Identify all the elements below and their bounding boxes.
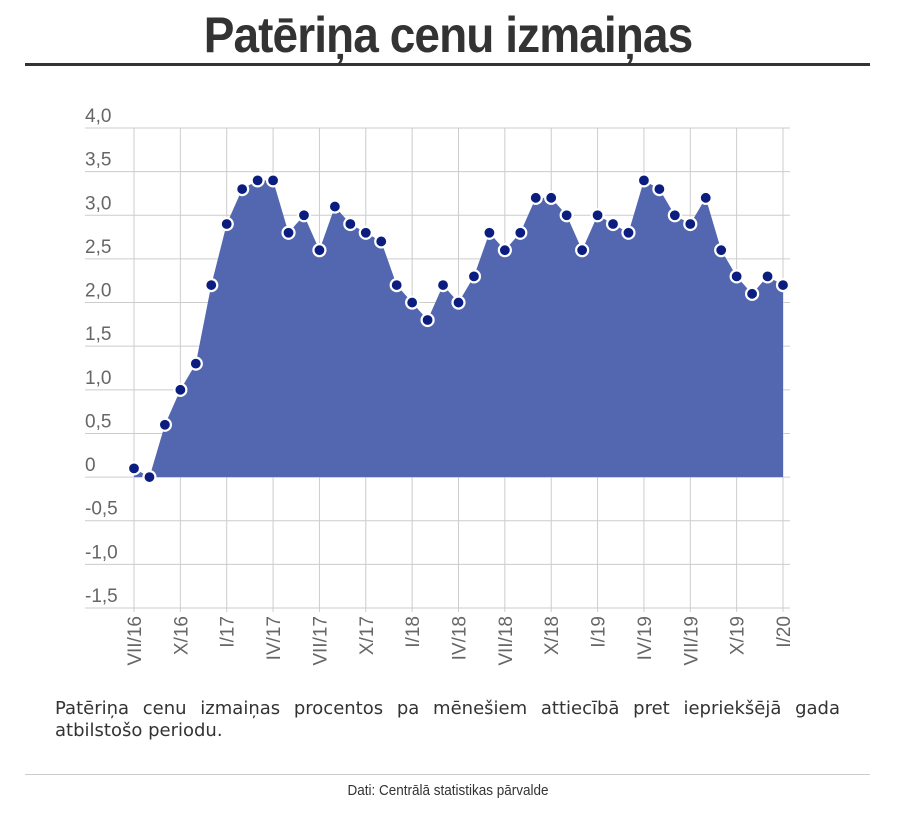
data-point xyxy=(683,216,698,232)
x-tick-label: VII/18 xyxy=(496,616,517,666)
data-point xyxy=(142,469,157,485)
title-divider xyxy=(25,63,870,66)
x-tick-label: IV/17 xyxy=(264,616,285,660)
data-point xyxy=(497,243,512,258)
data-point xyxy=(621,225,636,240)
x-tick-label: I/17 xyxy=(218,616,239,648)
data-point xyxy=(157,417,173,432)
data-point xyxy=(296,208,312,223)
x-tick-label: I/18 xyxy=(403,616,424,648)
data-point xyxy=(173,382,188,397)
chart-description: Patēriņa cenu izmaiņas procentos pa mēne… xyxy=(55,698,840,741)
data-point xyxy=(327,199,342,214)
data-point xyxy=(775,277,791,293)
data-point xyxy=(126,461,142,476)
x-tick-label: I/20 xyxy=(774,616,795,648)
data-source: Dati: Centrālā statistikas pārvalde xyxy=(347,782,549,799)
x-tick-label: I/19 xyxy=(589,616,610,648)
area-series xyxy=(134,180,783,478)
y-tick-label: -1,0 xyxy=(85,542,118,563)
data-point xyxy=(760,269,775,284)
data-points xyxy=(126,173,791,485)
data-point xyxy=(528,190,543,205)
data-point xyxy=(451,295,466,310)
data-point xyxy=(358,225,373,240)
data-point xyxy=(714,243,729,258)
y-tick-label: 2,0 xyxy=(85,281,111,302)
chart-title: Patēriņa cenu izmaiņas xyxy=(203,7,693,63)
x-tick-label: X/19 xyxy=(728,616,749,655)
y-tick-label: 1,5 xyxy=(85,324,111,345)
data-point xyxy=(744,286,760,301)
x-tick-label: IV/18 xyxy=(450,616,471,660)
data-point xyxy=(250,173,265,188)
y-tick-label: -0,5 xyxy=(85,499,118,520)
y-tick-label: 0 xyxy=(85,455,96,476)
x-tick-label: IV/19 xyxy=(635,616,656,660)
data-point xyxy=(636,173,652,188)
x-tick-label: X/17 xyxy=(357,616,378,655)
y-axis-ticks: 4,0 3,5 3,0 2,5 2,0 1,5 1,0 0,5 0 -0,5 -1,0 -1,5 xyxy=(85,106,118,607)
data-point xyxy=(667,208,682,223)
x-tick-label: X/16 xyxy=(171,616,192,655)
data-point xyxy=(435,277,451,293)
data-point xyxy=(219,216,234,232)
data-point xyxy=(575,243,590,258)
x-tick-label: VII/17 xyxy=(310,616,331,666)
y-tick-label: 3,0 xyxy=(85,193,111,214)
x-tick-label: X/18 xyxy=(542,616,563,655)
data-point xyxy=(204,277,219,293)
data-point xyxy=(343,216,358,232)
y-tick-label: -1,5 xyxy=(85,586,118,607)
data-point xyxy=(235,181,250,197)
y-tick-label: 4,0 xyxy=(85,106,111,127)
y-tick-label: 1,0 xyxy=(85,368,111,389)
data-point xyxy=(389,277,404,293)
data-point xyxy=(420,312,435,328)
data-point xyxy=(265,173,281,188)
footer-divider xyxy=(25,774,870,775)
y-tick-label: 0,5 xyxy=(85,411,111,432)
data-point xyxy=(281,225,296,240)
data-point xyxy=(466,269,482,284)
data-point xyxy=(698,190,713,205)
x-tick-label: VII/19 xyxy=(681,616,702,666)
data-point xyxy=(188,356,203,371)
data-point xyxy=(605,216,621,232)
data-point xyxy=(652,181,667,197)
data-point xyxy=(513,225,528,240)
y-tick-label: 2,5 xyxy=(85,237,111,258)
x-tick-label: VII/16 xyxy=(125,616,146,666)
data-point xyxy=(405,295,420,310)
data-point xyxy=(374,234,389,249)
y-tick-label: 3,5 xyxy=(85,150,111,171)
data-point xyxy=(312,243,327,258)
x-axis-ticks: VII/16 X/16 I/17 IV/17 VII/17 X/17 I/18 IV/18 VI… xyxy=(125,616,795,666)
chart-area: 4,0 3,5 3,0 2,5 2,0 1,5 1,0 0,5 0 -0,5 -1,0 -1,5 VI… xyxy=(85,106,795,666)
data-point xyxy=(544,190,559,205)
data-point xyxy=(559,208,574,223)
area-fill xyxy=(134,180,783,478)
data-point xyxy=(590,208,605,223)
data-point xyxy=(482,225,497,240)
data-point xyxy=(729,269,744,284)
